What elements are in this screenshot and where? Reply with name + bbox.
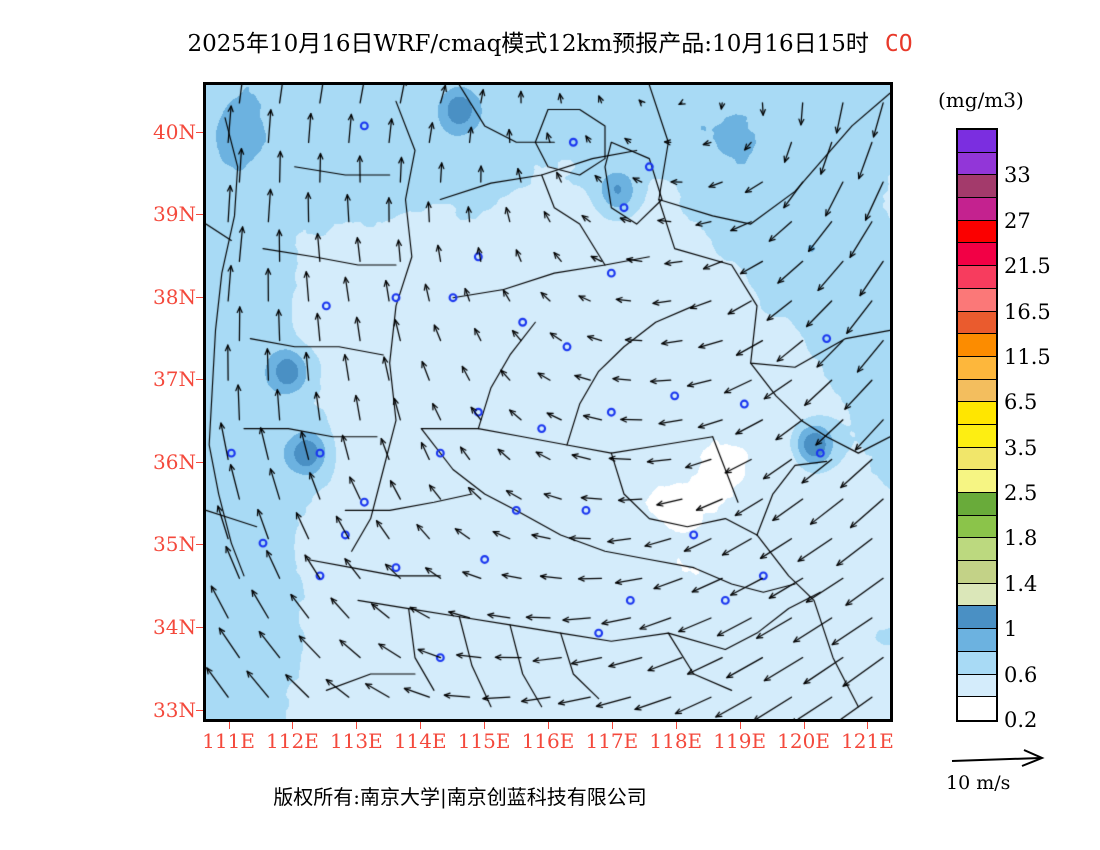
x-axis-tick <box>484 722 486 729</box>
colorbar-tick-label: 27 <box>1004 208 1031 233</box>
colorbar-cell <box>958 379 996 403</box>
colorbar-cell <box>958 470 996 493</box>
colorbar-tick-label: 1.4 <box>1004 571 1038 596</box>
y-axis-tick-label: 39N <box>153 202 196 227</box>
y-axis-tick-label: 35N <box>153 532 196 557</box>
y-axis-tick-label: 37N <box>153 367 196 392</box>
wind-scale-label: 10 m/s <box>946 772 1011 794</box>
colorbar-tick-label: 0.6 <box>1004 662 1038 687</box>
x-axis-tick-label: 113E <box>329 729 383 753</box>
x-axis-tick <box>548 722 549 729</box>
colorbar-tick-label: 1 <box>1004 617 1018 642</box>
y-axis-tick-label: 33N <box>153 697 196 722</box>
colorbar[interactable] <box>956 128 998 722</box>
y-axis-tick <box>196 709 203 711</box>
x-axis-tick-label: 116E <box>521 729 575 753</box>
colorbar-cell <box>958 130 996 153</box>
colorbar-cell <box>958 356 996 380</box>
colorbar-cell <box>958 561 996 584</box>
colorbar-units: (mg/m3) <box>938 88 1024 112</box>
colorbar-tick-label: 6.5 <box>1004 390 1038 415</box>
x-axis-tick <box>867 722 869 729</box>
y-axis-tick <box>196 214 203 216</box>
wind-arrow-icon <box>951 749 1045 767</box>
page-title: 2025年10月16日WRF/cmaq模式12km预报产品:10月16日15时 C… <box>0 24 1100 58</box>
y-axis-tick-label: 40N <box>153 119 196 144</box>
colorbar-cell <box>958 651 996 675</box>
map-raster <box>206 85 890 719</box>
colorbar-cell <box>958 175 996 199</box>
y-axis-tick <box>196 544 203 546</box>
x-axis-tick <box>420 722 422 729</box>
colorbar-cell <box>958 334 996 357</box>
pollutant-label: CO <box>884 31 913 57</box>
x-axis-tick <box>228 722 230 729</box>
colorbar-cell <box>958 697 996 720</box>
y-axis-tick <box>196 131 203 133</box>
colorbar-tick-label: 16.5 <box>1004 299 1051 324</box>
wind-scale-key: 10 m/s <box>944 748 1084 804</box>
colorbar-cell <box>958 674 996 698</box>
colorbar-cell <box>958 311 996 335</box>
colorbar-cell <box>958 220 996 244</box>
title-text: 2025年10月16日WRF/cmaq模式12km预报产品:10月16日15时 <box>187 31 869 57</box>
colorbar-cell <box>958 629 996 652</box>
colorbar-cell <box>958 402 996 425</box>
forecast-map[interactable] <box>203 82 893 722</box>
colorbar-tick-label: 0.2 <box>1004 708 1038 732</box>
colorbar-cell <box>958 606 996 630</box>
colorbar-cell <box>958 538 996 562</box>
x-axis-tick-label: 119E <box>713 729 767 753</box>
colorbar-tick-label: 11.5 <box>1004 344 1051 369</box>
colorbar-tick-label: 1.8 <box>1004 526 1038 551</box>
colorbar-tick-label: 33 <box>1004 163 1031 188</box>
colorbar-cell <box>958 515 996 539</box>
x-axis-tick-label: 118E <box>649 729 703 753</box>
colorbar-cell <box>958 152 996 176</box>
x-axis-tick-label: 121E <box>841 729 894 753</box>
colorbar-cell <box>958 447 996 471</box>
x-axis-tick <box>292 722 294 729</box>
x-axis-tick <box>739 722 741 729</box>
x-axis-tick <box>611 722 613 729</box>
y-axis-tick <box>196 627 203 629</box>
colorbar-tick-label: 3.5 <box>1004 435 1038 460</box>
x-axis-tick-label: 115E <box>457 729 511 753</box>
x-axis-tick <box>675 722 677 729</box>
x-axis-tick-label: 114E <box>393 729 447 753</box>
colorbar-tick-label: 2.5 <box>1004 481 1038 506</box>
x-axis-tick-label: 120E <box>777 729 830 753</box>
colorbar-cell <box>958 243 996 267</box>
y-axis-tick-label: 34N <box>153 615 196 640</box>
y-axis-tick-label: 38N <box>153 284 196 309</box>
colorbar-tick-label: 21.5 <box>1004 254 1051 279</box>
y-axis-tick <box>196 461 203 463</box>
colorbar-cell <box>958 288 996 312</box>
colorbar-cell <box>958 198 996 221</box>
colorbar-cell <box>958 493 996 516</box>
x-axis-tick-label: 117E <box>585 729 639 753</box>
colorbar-cell <box>958 266 996 289</box>
x-axis-tick-label: 112E <box>266 729 319 753</box>
colorbar-cell <box>958 583 996 607</box>
colorbar-cell <box>958 424 996 448</box>
y-axis-tick <box>196 296 203 298</box>
x-axis-tick <box>803 722 805 729</box>
x-axis-tick <box>356 722 358 729</box>
x-axis-tick-label: 111E <box>202 729 255 753</box>
y-axis-tick <box>196 379 203 381</box>
copyright-footer: 版权所有:南京大学|南京创蓝科技有限公司 <box>273 785 647 809</box>
y-axis-tick-label: 36N <box>153 449 196 474</box>
